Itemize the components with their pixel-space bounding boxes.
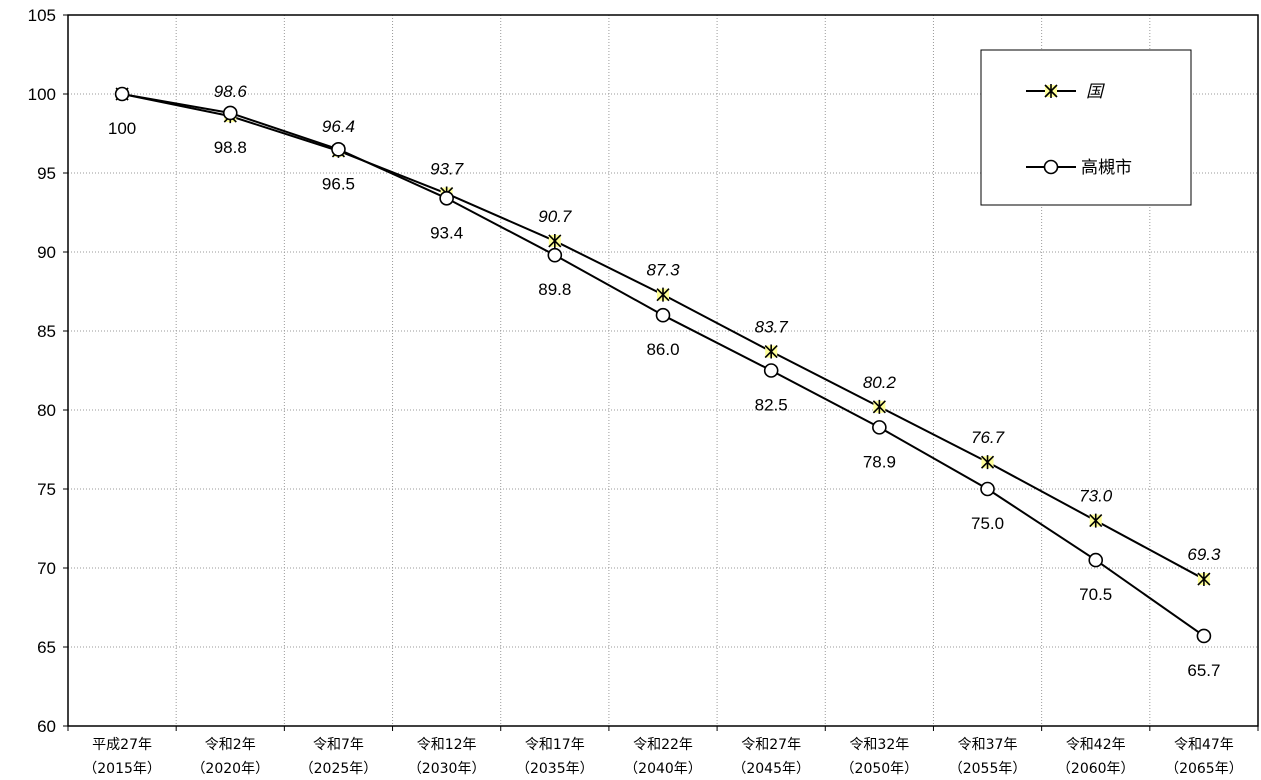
kuni-data-label: 73.0 [1079, 487, 1113, 506]
legend-marker-takatsuki [1043, 159, 1059, 175]
x-tick-label-year: （2045年） [732, 761, 810, 777]
y-tick-label: 100 [28, 85, 56, 104]
x-tick-label-era: 令和47年 [1174, 737, 1234, 753]
kuni-marker [764, 344, 778, 359]
kuni-data-label: 90.7 [538, 207, 572, 226]
x-tick-label-era: 令和42年 [1066, 737, 1126, 753]
x-tick-label-era: 令和37年 [958, 737, 1018, 753]
kuni-data-label: 69.3 [1187, 545, 1221, 564]
takatsuki-marker [331, 142, 346, 157]
takatsuki-data-label: 82.5 [755, 396, 788, 415]
x-tick-label-year: （2065年） [1165, 761, 1243, 777]
takatsuki-marker [980, 481, 995, 497]
takatsuki-marker [1088, 552, 1104, 568]
x-tick-label-year: （2025年） [300, 761, 378, 777]
y-tick-label: 105 [28, 6, 56, 25]
takatsuki-marker [655, 307, 671, 323]
kuni-data-label: 83.7 [755, 318, 789, 337]
x-tick-label-era: 平成27年 [92, 737, 152, 753]
takatsuki-data-label: 65.7 [1187, 661, 1220, 680]
x-tick-label-year: （2055年） [949, 761, 1027, 777]
y-tick-label: 75 [37, 480, 56, 499]
kuni-marker [1089, 513, 1103, 528]
kuni-data-label: 93.7 [430, 160, 464, 179]
takatsuki-data-label: 70.5 [1079, 585, 1112, 604]
x-tick-label-era: 令和7年 [313, 737, 364, 753]
legend-label-kuni: 国 [1086, 82, 1105, 102]
takatsuki-marker [763, 363, 779, 378]
takatsuki-data-label: 89.8 [538, 280, 571, 299]
x-tick-label-year: （2020年） [191, 761, 269, 777]
y-tick-label: 60 [37, 717, 56, 736]
x-tick-label-era: 令和2年 [205, 737, 256, 753]
x-tick-label-year: （2060年） [1057, 761, 1135, 777]
y-tick-label: 80 [37, 401, 56, 420]
takatsuki-marker [872, 420, 887, 435]
x-tick-label-year: （2035年） [516, 761, 594, 777]
kuni-data-label: 87.3 [646, 261, 680, 280]
takatsuki-data-label: 75.0 [971, 514, 1004, 533]
x-tick-label-year: （2015年） [83, 761, 161, 777]
kuni-data-label: 76.7 [971, 428, 1005, 447]
y-tick-label: 65 [37, 638, 56, 657]
kuni-marker [1197, 572, 1211, 587]
legend-box [980, 49, 1192, 206]
legend-label-takatsuki: 高槻市 [1081, 158, 1132, 178]
kuni-marker [656, 287, 670, 302]
kuni-marker [872, 399, 886, 414]
takatsuki-data-label: 98.8 [214, 138, 247, 157]
takatsuki-marker [114, 86, 130, 102]
takatsuki-data-label: 96.5 [322, 174, 355, 193]
x-tick-label-year: （2030年） [408, 761, 486, 777]
takatsuki-marker [222, 105, 238, 121]
takatsuki-marker [1196, 628, 1212, 644]
takatsuki-marker [547, 247, 563, 263]
x-tick-label-era: 令和32年 [849, 737, 909, 753]
plot-frame [67, 14, 1259, 727]
y-tick-label: 90 [37, 243, 56, 262]
y-tick-label: 85 [37, 322, 56, 341]
y-tick-label: 95 [37, 164, 56, 183]
kuni-marker [980, 455, 995, 470]
kuni-data-label: 98.6 [214, 82, 248, 101]
takatsuki-data-label: 93.4 [430, 223, 463, 242]
takatsuki-data-label: 100 [108, 119, 136, 138]
x-tick-label-era: 令和17年 [525, 737, 585, 753]
takatsuki-data-label: 86.0 [646, 340, 679, 359]
takatsuki-marker [439, 190, 454, 206]
x-tick-label-era: 令和27年 [741, 737, 801, 753]
kuni-data-label: 96.4 [322, 117, 355, 136]
x-tick-label-era: 令和22年 [633, 737, 693, 753]
legend-marker-kuni [1044, 84, 1058, 98]
x-tick-label-year: （2040年） [624, 761, 702, 777]
y-tick-label: 70 [37, 559, 56, 578]
kuni-marker [548, 233, 562, 248]
takatsuki-data-label: 78.9 [863, 452, 896, 471]
x-tick-label-era: 令和12年 [417, 737, 477, 753]
kuni-data-label: 80.2 [863, 373, 897, 392]
x-tick-label-year: （2050年） [841, 761, 919, 777]
